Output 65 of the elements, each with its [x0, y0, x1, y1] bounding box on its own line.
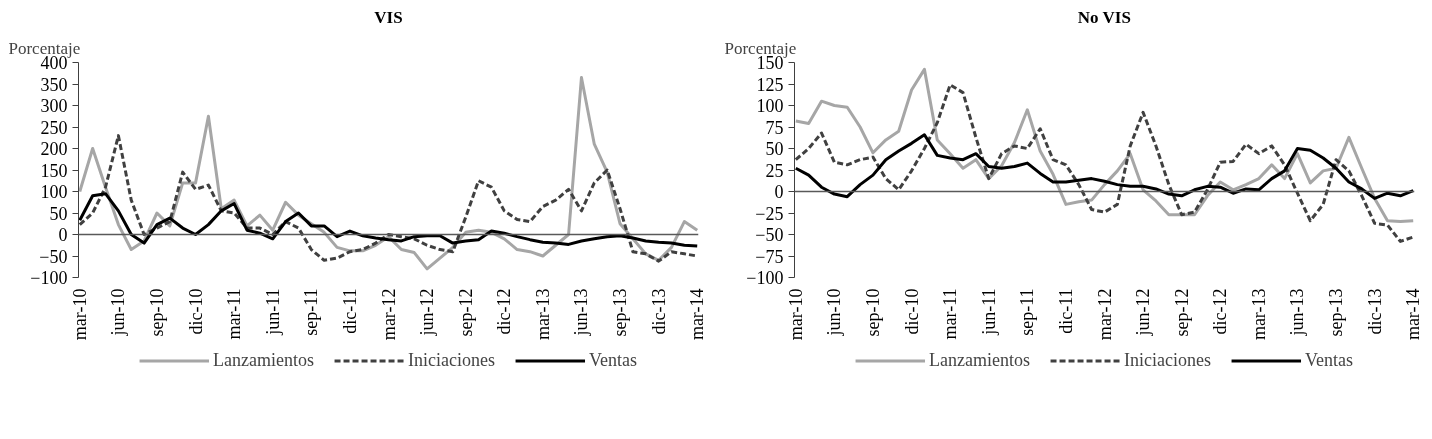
x-tick-label: mar-12 [1094, 288, 1115, 341]
x-tick-label: sep-12 [1171, 288, 1192, 337]
y-tick-label: 350 [40, 74, 68, 95]
legend-label: Iniciaciones [408, 349, 495, 371]
y-tick-label: 75 [765, 117, 784, 138]
x-tick-label: dic-11 [1055, 288, 1076, 334]
y-tick-label: 200 [40, 139, 68, 159]
y-tick-label: 150 [40, 160, 68, 181]
x-tick-label: mar-10 [785, 288, 806, 341]
x-tick-label: jun-13 [571, 288, 592, 337]
x-tick-label: jun-13 [1287, 288, 1308, 337]
y-tick-label: 125 [756, 74, 784, 95]
legend-label: Ventas [1304, 349, 1353, 371]
y-tick-label: −25 [755, 203, 784, 224]
y-tick-label: −75 [755, 246, 784, 267]
x-tick-label: mar-14 [1403, 288, 1424, 341]
x-tick-label: dic-13 [648, 288, 669, 335]
x-tick-label: sep-12 [455, 288, 476, 337]
x-tick-label: dic-12 [494, 288, 515, 335]
x-tick-label: mar-13 [532, 288, 553, 341]
x-tick-label: jun-12 [1133, 288, 1154, 337]
x-tick-label: sep-11 [1017, 288, 1038, 336]
legend-label: Lanzamientos [213, 349, 314, 371]
legend-label: Lanzamientos [929, 349, 1030, 371]
line-series [78, 192, 699, 248]
y-tick-label: 250 [40, 117, 68, 138]
y-tick-label: 300 [40, 96, 68, 116]
y-tick-label: 100 [756, 96, 784, 116]
chart-title: No VIS [1077, 7, 1131, 27]
x-tick-label: mar-14 [687, 288, 708, 341]
x-tick-label: mar-12 [378, 288, 399, 341]
x-tick-label: sep-11 [301, 288, 322, 336]
x-tick-label: jun-11 [262, 288, 283, 336]
x-tick-label: sep-10 [862, 288, 883, 337]
line-series [794, 133, 1415, 200]
x-tick-label: mar-11 [940, 288, 961, 340]
x-tick-label: dic-13 [1364, 288, 1385, 335]
x-tick-label: sep-13 [1326, 288, 1347, 337]
x-tick-label: sep-13 [610, 288, 631, 337]
y-tick-label: 0 [58, 225, 68, 245]
x-tick-label: jun-10 [108, 288, 129, 337]
line-series [794, 67, 1415, 224]
y-tick-label: −100 [30, 268, 68, 288]
chart-title: VIS [374, 7, 403, 27]
y-tick-label: 50 [765, 139, 784, 159]
x-tick-label: dic-10 [901, 288, 922, 335]
x-tick-label: jun-10 [824, 288, 845, 337]
y-tick-label: −100 [746, 268, 784, 288]
y-tick-label: 25 [765, 160, 784, 181]
x-tick-label: mar-10 [69, 288, 90, 341]
x-tick-label: sep-10 [146, 288, 167, 337]
x-tick-label: mar-13 [1248, 288, 1269, 341]
y-tick-label: 50 [49, 203, 68, 224]
x-tick-label: mar-11 [224, 288, 245, 340]
x-tick-label: dic-10 [185, 288, 206, 335]
x-tick-label: jun-11 [978, 288, 999, 336]
x-tick-label: jun-12 [417, 288, 438, 337]
y-tick-label: −50 [755, 225, 784, 245]
y-tick-label: 100 [40, 182, 68, 202]
y-tick-label: 0 [774, 182, 784, 202]
legend-label: Ventas [588, 349, 637, 371]
x-tick-label: dic-12 [1210, 288, 1231, 335]
y-tick-label: −50 [39, 246, 68, 267]
legend-label: Iniciaciones [1124, 349, 1211, 371]
x-tick-label: dic-11 [339, 288, 360, 334]
